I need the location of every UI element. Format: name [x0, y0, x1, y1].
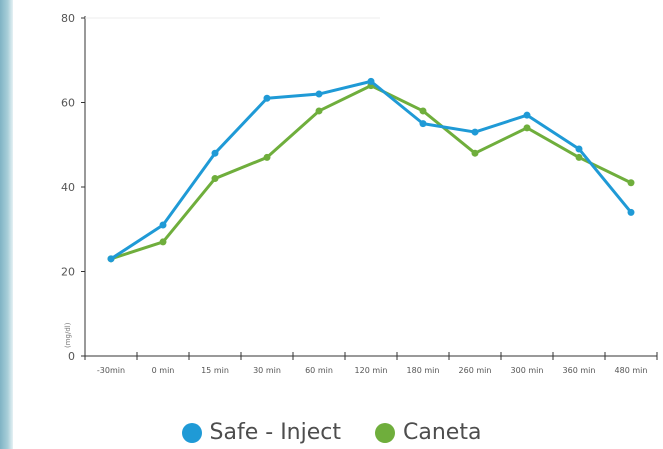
x-tick-label: 180 min [407, 366, 440, 375]
data-point [419, 120, 427, 128]
series-0 [107, 77, 635, 263]
data-point [627, 179, 635, 187]
legend-item-caneta: Caneta [375, 420, 481, 445]
x-tick-label: 360 min [563, 366, 596, 375]
data-point [523, 111, 531, 119]
series-line [109, 79, 633, 261]
y-tick-label: 80 [61, 12, 75, 25]
data-point [159, 221, 167, 229]
legend-item-safe-inject: Safe - Inject [181, 420, 341, 445]
data-point [523, 124, 531, 132]
data-point [107, 255, 115, 263]
data-point [575, 153, 583, 161]
data-point [419, 107, 427, 115]
data-point [159, 238, 167, 246]
x-tick-label: 120 min [355, 366, 388, 375]
data-point [263, 94, 271, 102]
legend-marker-caneta [375, 422, 395, 443]
x-tick-label: 15 min [201, 366, 229, 375]
y-tick-label: 40 [61, 181, 75, 194]
series-lines [107, 77, 635, 263]
series-line [109, 84, 633, 261]
data-point [471, 149, 479, 157]
x-tick-label: -30min [97, 366, 125, 375]
data-point [315, 107, 323, 115]
series-1 [107, 82, 635, 263]
data-point [471, 128, 479, 136]
y-tick-label: 20 [61, 266, 75, 279]
data-point [627, 208, 635, 216]
chart-legend: Safe - Inject Caneta [0, 420, 663, 445]
x-tick-label: 480 min [615, 366, 648, 375]
data-point [211, 175, 219, 183]
legend-marker-safe-inject [181, 422, 202, 443]
legend-label-caneta: Caneta [403, 420, 482, 445]
x-tick-label: 260 min [459, 366, 492, 375]
data-point [211, 149, 219, 157]
y-axis-label: (mg/dl) [64, 322, 72, 348]
data-point [315, 90, 323, 98]
y-tick-label: 0 [68, 350, 75, 363]
y-tick-label: 60 [61, 97, 75, 110]
y-axis: 0 20 40 60 80 [61, 12, 380, 363]
data-point [575, 145, 583, 153]
x-tick-label: 60 min [305, 366, 333, 375]
data-point [263, 153, 271, 161]
x-axis: -30min 0 min 15 min 30 min 60 min 120 min 180 … [84, 352, 658, 375]
x-tick-label: 300 min [511, 366, 544, 375]
left-decorative-strip [0, 0, 13, 449]
legend-label-safe-inject: Safe - Inject [209, 420, 341, 445]
data-point [367, 77, 375, 85]
x-tick-label: 0 min [152, 366, 175, 375]
x-tick-label: 30 min [253, 366, 281, 375]
